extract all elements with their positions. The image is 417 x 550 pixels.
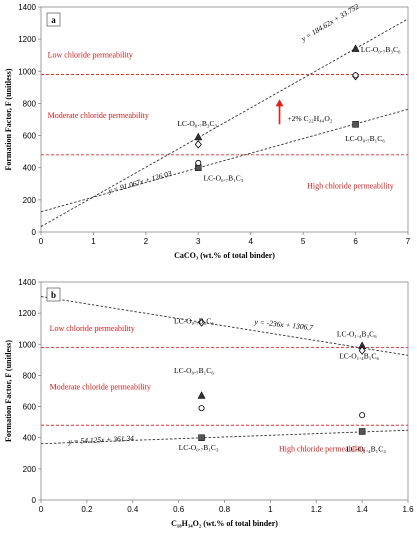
x-tick-label: 6 <box>353 237 358 246</box>
data-point-triangle <box>351 44 360 52</box>
point-label: LC-O₁.₄B₁C₃ <box>346 445 386 454</box>
point-label: LC-O₀.₇B₃C₆ <box>361 45 401 54</box>
plot-area <box>40 6 409 233</box>
data-point-triangle <box>197 391 206 399</box>
region-label: Moderate chloride permeability <box>48 111 149 120</box>
data-point-diamond <box>198 318 206 327</box>
y-tick-label: 1400 <box>18 3 36 12</box>
x-tick-label: 1 <box>91 237 96 246</box>
trendline-equation: y = -236x + 1306.7 <box>253 317 314 332</box>
y-tick-label: 1200 <box>18 309 36 318</box>
y-tick-label: 600 <box>23 403 37 412</box>
y-tick-label: 1200 <box>18 35 36 44</box>
chart-panel-a: 0 200 400 600 800 1000 1200 1400 0 1 2 3 4 5 6 7 CaCO₃ (… <box>4 2 411 260</box>
point-label: LC-O₀.₇B₃C₆ <box>174 316 214 325</box>
y-tick-label: 400 <box>23 164 37 173</box>
data-point-square <box>358 428 366 435</box>
trendline-equation: y = 91.067x + 126.03 <box>106 169 173 196</box>
data-point-diamond <box>358 346 366 355</box>
region-label: Low chloride permeability <box>48 51 133 60</box>
region-label: High chloride permeability <box>307 182 394 191</box>
data-point-square <box>198 434 205 441</box>
x-tick-label: 2 <box>144 237 149 246</box>
region-label: High chloride permeability <box>279 445 366 454</box>
point-label: LC-O₀.₇B₁C₃ <box>204 174 244 183</box>
trendline <box>40 429 409 445</box>
y-tick-label: 800 <box>23 371 37 380</box>
panel-label: b <box>51 290 56 300</box>
y-tick-label: 200 <box>23 196 37 205</box>
region-label: Low chloride permeability <box>50 324 135 333</box>
point-label: LC-O₀.₇B₁C₃ <box>179 443 219 452</box>
x-tick-label: 5 <box>301 237 306 246</box>
y-tick-label: 1400 <box>18 278 36 287</box>
panel-label-box <box>46 12 61 27</box>
y-tick-label: 200 <box>23 465 37 474</box>
x-tick-label: 0 <box>39 505 44 514</box>
x-tick-label: 0.6 <box>173 505 185 514</box>
trendline-equation: y = 184.62x + 33.752 <box>299 2 361 44</box>
data-point-circle <box>359 412 366 419</box>
data-point-square <box>352 121 359 128</box>
increase-arrow-head <box>275 99 284 107</box>
y-axis-title: Formation Factor, F (unitless) <box>4 68 13 170</box>
data-point-diamond <box>194 140 202 149</box>
y-axis-title: Formation Factor, F (unitless) <box>4 340 13 442</box>
region-label: Moderate chloride permeability <box>50 382 151 391</box>
trendline <box>40 108 409 213</box>
trendline <box>40 18 409 227</box>
panel-label-box <box>46 287 61 302</box>
x-tick-label: 7 <box>406 237 411 246</box>
y-tick-label: 1000 <box>18 67 36 76</box>
point-label: LC-O₁.₄B₁C₆ <box>339 351 379 360</box>
x-tick-label: 1.2 <box>311 505 323 514</box>
point-label: LC-O₁.₄B₃C₆ <box>337 330 377 339</box>
y-tick-label: 0 <box>32 228 37 237</box>
y-tick-label: 600 <box>23 132 37 141</box>
panel-label: a <box>51 15 56 25</box>
x-tick-label: 0.8 <box>219 505 231 514</box>
y-tick-label: 0 <box>32 496 37 505</box>
x-axis-title: CaCO₃ (wt.% of total binder) <box>174 251 275 260</box>
data-point-circle <box>195 159 202 166</box>
point-label: LC-O₀.₇B₃C₃ <box>177 119 217 128</box>
data-point-triangle <box>194 132 203 141</box>
chart-panel-b: 0 200 400 600 800 1000 1200 1400 0 0.2 0.4 0.6 0.8 1 1… <box>4 278 414 528</box>
x-tick-label: 0.2 <box>81 505 93 514</box>
x-tick-label: 0.4 <box>127 505 139 514</box>
x-tick-label: 1 <box>268 505 273 514</box>
x-tick-label: 0 <box>39 237 44 246</box>
data-point-circle <box>352 72 359 79</box>
trendline <box>40 296 409 356</box>
x-tick-label: 1.6 <box>402 505 414 514</box>
x-tick-label: 4 <box>248 237 253 246</box>
x-tick-label: 3 <box>196 237 201 246</box>
point-label: LC-O₀.₇B₁C₆ <box>345 134 385 143</box>
y-tick-label: 1000 <box>18 340 36 349</box>
x-tick-label: 1.4 <box>357 505 369 514</box>
trendline-equation: y = 54.125x + 361.34 <box>67 434 134 446</box>
arrow-label: +2% C₂₂H₄₄O₂ <box>287 114 332 123</box>
y-tick-label: 400 <box>23 434 37 443</box>
y-tick-label: 800 <box>23 99 37 108</box>
data-point-circle <box>198 405 205 412</box>
point-label: LC-O₀.₇B₁C₆ <box>174 366 214 375</box>
x-axis-title: C₁₈H₃₄O₂ (wt.% of total binder) <box>171 519 278 528</box>
